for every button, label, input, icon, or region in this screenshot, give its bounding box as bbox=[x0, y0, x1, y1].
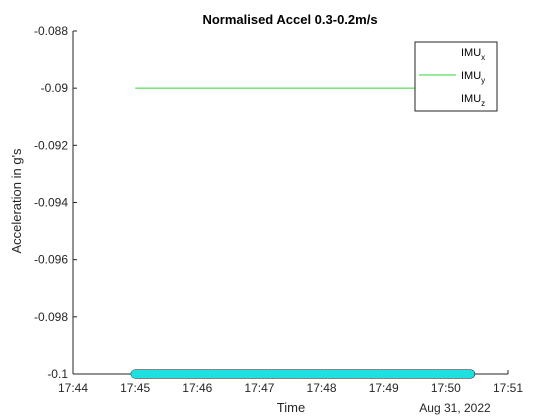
date-label: Aug 31, 2022 bbox=[419, 401, 491, 415]
x-tick-label: 17:49 bbox=[369, 381, 399, 395]
legend: IMUx IMUy IMUz bbox=[414, 41, 498, 112]
y-tick-label: -0.094 bbox=[34, 196, 68, 210]
x-tick-label: 17:46 bbox=[182, 381, 212, 395]
x-ticks: 17:44 17:45 17:46 17:47 17:48 17:49 17:50 17:51 bbox=[58, 370, 523, 395]
legend-box bbox=[414, 41, 498, 112]
series-imu-z-marker bbox=[463, 369, 472, 379]
plot-area: -0.088-0.09-0.092-0.094-0.096-0.098-0.1 … bbox=[34, 24, 523, 395]
series-layer bbox=[130, 87, 476, 379]
legend-label-imu-y: IMUy bbox=[461, 70, 485, 85]
x-tick-label: 17:50 bbox=[431, 381, 461, 395]
y-tick-label: -0.088 bbox=[34, 24, 68, 38]
y-tick-label: -0.1 bbox=[47, 367, 68, 381]
x-axis-label: Time bbox=[277, 400, 305, 415]
series-imu-z-marker bbox=[460, 369, 469, 379]
x-tick-label: 17:51 bbox=[493, 381, 523, 395]
y-axis-label: Acceleration in g's bbox=[9, 148, 24, 254]
x-tick-label: 17:48 bbox=[307, 381, 337, 395]
y-ticks: -0.088 -0.09 -0.092 -0.094 -0.096 -0.098 -0.1 bbox=[34, 24, 77, 381]
y-tick-label: -0.092 bbox=[34, 138, 68, 152]
legend-label-imu-x: IMUx bbox=[461, 47, 485, 62]
x-tick-label: 17:47 bbox=[244, 381, 274, 395]
legend-label-imu-z: IMUz bbox=[461, 93, 485, 108]
y-tick-label: -0.098 bbox=[34, 310, 68, 324]
y-tick-label: -0.096 bbox=[34, 253, 68, 267]
x-tick-label: 17:44 bbox=[58, 381, 88, 395]
y-tick-label: -0.09 bbox=[41, 81, 69, 95]
chart-title: Normalised Accel 0.3-0.2m/s bbox=[202, 12, 377, 27]
x-tick-label: 17:45 bbox=[120, 381, 150, 395]
